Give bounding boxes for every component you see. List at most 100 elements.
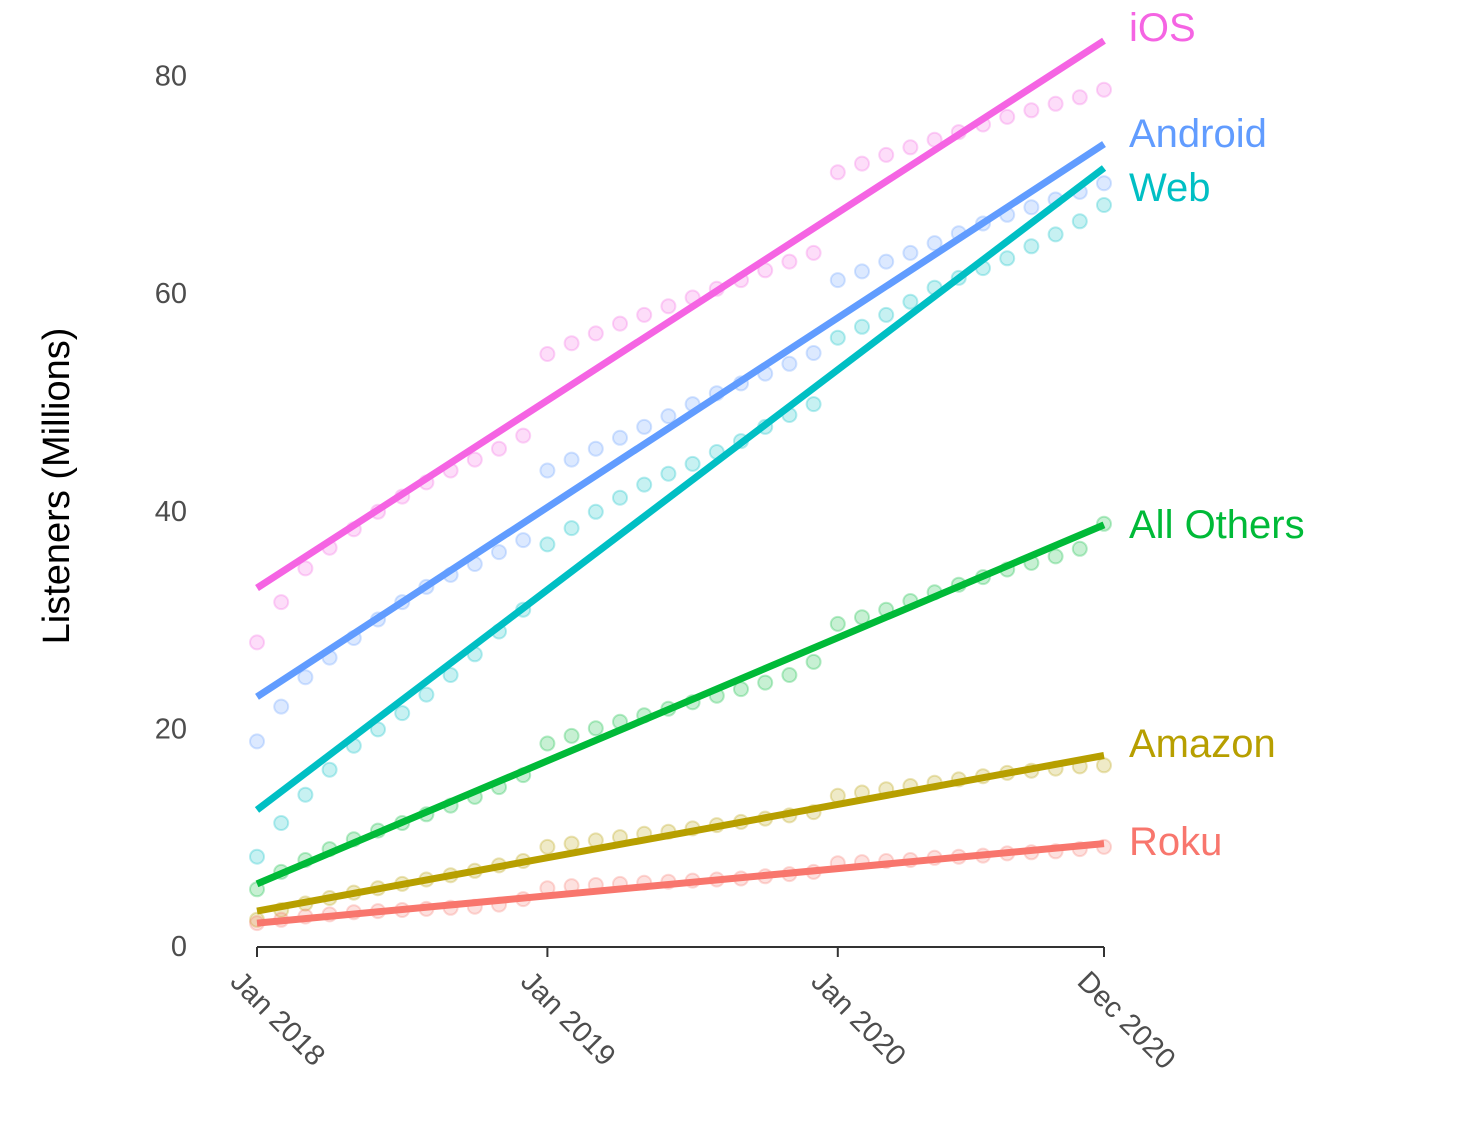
point-android	[854, 263, 870, 280]
point-ios	[491, 440, 507, 457]
point-android	[781, 355, 798, 372]
point-all-others	[563, 727, 580, 744]
point-ios	[660, 298, 677, 315]
point-amazon	[539, 838, 556, 855]
point-web	[829, 329, 846, 346]
point-android	[515, 532, 532, 549]
point-all-others	[587, 720, 604, 737]
series-label-all-others: All Others	[1129, 503, 1305, 547]
point-android	[660, 408, 677, 425]
point-web	[805, 396, 822, 413]
point-ios	[902, 139, 919, 156]
point-web	[442, 667, 459, 683]
x-tick-label: Dec 2020	[1071, 965, 1181, 1075]
point-android	[612, 429, 628, 446]
point-all-others	[781, 667, 798, 683]
series-label-ios: iOS	[1129, 6, 1196, 50]
y-tick-label: 60	[155, 278, 187, 310]
point-ios	[249, 634, 265, 651]
point-ios	[1047, 95, 1064, 112]
point-ios	[297, 560, 314, 577]
point-web	[1023, 238, 1040, 255]
point-web	[587, 503, 604, 520]
point-android	[563, 451, 580, 468]
point-web	[321, 761, 338, 778]
x-tick-label: Jan 2020	[805, 965, 912, 1072]
point-all-others	[539, 735, 556, 752]
point-web	[684, 455, 701, 472]
point-android	[1023, 199, 1040, 216]
point-ios	[612, 315, 628, 332]
point-all-others	[1071, 540, 1088, 557]
x-tick-label: Jan 2019	[514, 965, 621, 1072]
point-ios	[805, 244, 822, 261]
trend-lines-layer	[254, 37, 1107, 927]
point-android	[805, 345, 822, 361]
point-web	[563, 520, 580, 537]
trend-line-amazon	[256, 752, 1105, 915]
series-labels-layer: iOS Android Web All Others Amazon Roku	[1129, 6, 1305, 864]
point-amazon	[563, 835, 580, 852]
point-ios	[587, 325, 604, 342]
point-web	[902, 293, 919, 310]
point-amazon	[1096, 757, 1112, 774]
trend-line-all-others	[255, 521, 1106, 888]
trend-line-ios	[255, 37, 1106, 591]
point-web	[1096, 197, 1112, 213]
point-ios	[636, 306, 653, 323]
point-ios	[515, 427, 532, 444]
point-android	[926, 235, 943, 252]
point-ios	[999, 108, 1016, 125]
trend-line-android	[255, 141, 1106, 700]
series-label-roku: Roku	[1129, 820, 1222, 864]
point-android	[539, 462, 556, 479]
point-all-others	[1047, 548, 1064, 565]
y-tick-label: 80	[155, 61, 187, 93]
point-all-others	[829, 615, 846, 632]
point-android	[297, 669, 314, 686]
trend-line-roku	[256, 840, 1105, 927]
point-ios	[781, 253, 798, 270]
point-android	[1096, 175, 1112, 192]
point-android	[587, 440, 604, 457]
point-web	[394, 705, 411, 722]
point-web	[854, 318, 870, 335]
x-tick-label: Jan 2018	[224, 965, 331, 1072]
point-ios	[1071, 89, 1088, 106]
trend-line-web	[254, 165, 1107, 813]
series-label-web: Web	[1129, 166, 1211, 210]
point-android	[878, 253, 895, 270]
y-tick-label: 40	[155, 496, 187, 528]
point-web	[636, 476, 653, 493]
y-tick-label: 20	[155, 713, 187, 745]
point-ios	[563, 335, 580, 352]
point-android	[636, 418, 653, 435]
point-ios	[1023, 102, 1040, 119]
point-web	[1071, 213, 1088, 230]
point-ios	[1096, 81, 1112, 98]
point-ios	[539, 346, 556, 362]
point-web	[999, 250, 1016, 267]
point-web	[612, 489, 628, 506]
y-axis-title: Listeners (Millions)	[36, 328, 78, 645]
series-label-android: Android	[1129, 112, 1267, 156]
point-all-others	[757, 674, 774, 691]
point-web	[297, 786, 314, 803]
point-web	[539, 536, 556, 553]
point-web	[273, 815, 290, 831]
point-android	[273, 698, 290, 715]
point-ios	[273, 594, 290, 611]
point-android	[902, 244, 919, 261]
point-web	[249, 848, 265, 865]
point-web	[878, 306, 895, 323]
point-web	[418, 686, 435, 703]
point-web	[660, 465, 677, 482]
y-tick-label: 0	[171, 931, 187, 963]
point-ios	[466, 451, 483, 468]
series-label-amazon: Amazon	[1129, 722, 1276, 766]
point-android	[829, 272, 846, 289]
point-android	[249, 733, 265, 750]
point-ios	[829, 164, 846, 181]
point-ios	[854, 155, 870, 172]
